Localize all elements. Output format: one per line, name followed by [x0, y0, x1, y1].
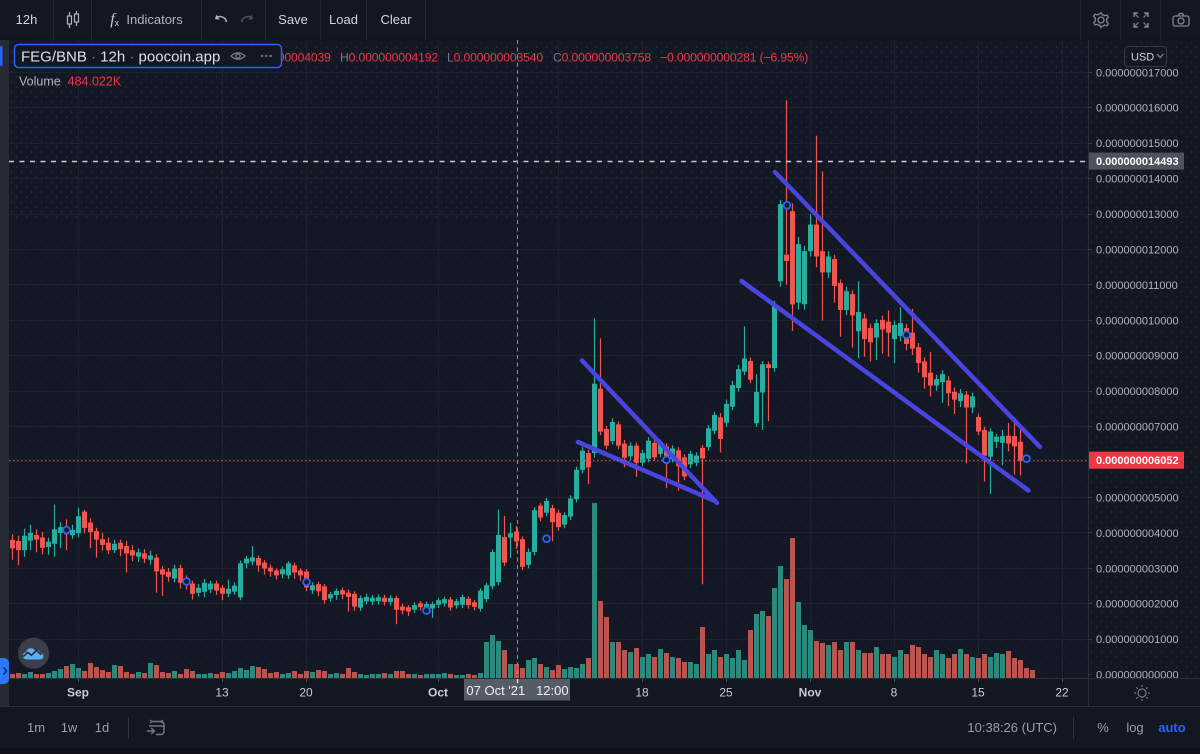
svg-text:20: 20 — [299, 686, 313, 700]
svg-text:Oct: Oct — [428, 686, 448, 700]
svg-text:H0.000000004192: H0.000000004192 — [340, 51, 438, 65]
svg-text:18: 18 — [635, 686, 649, 700]
svg-text:Nov: Nov — [799, 686, 822, 700]
svg-text:15: 15 — [971, 686, 985, 700]
svg-text:0.000000013000: 0.000000013000 — [1096, 209, 1179, 221]
svg-text:0.000000014493: 0.000000014493 — [1096, 156, 1179, 168]
svg-text:0.000000012000: 0.000000012000 — [1096, 244, 1179, 256]
svg-text:Volume 484.022K: Volume 484.022K — [19, 75, 122, 89]
svg-text:0.000000011000: 0.000000011000 — [1096, 280, 1178, 292]
svg-text:0.000000000000: 0.000000000000 — [1096, 670, 1179, 682]
svg-text:0.000000017000: 0.000000017000 — [1096, 67, 1179, 79]
svg-text:0.000000006052: 0.000000006052 — [1096, 455, 1179, 467]
svg-text:0.000000004000: 0.000000004000 — [1096, 528, 1179, 540]
svg-text:0.000000016000: 0.000000016000 — [1096, 103, 1179, 115]
svg-text:L0.000000003540: L0.000000003540 — [447, 51, 543, 65]
svg-text:USD: USD — [1131, 52, 1154, 64]
svg-text:0.000000009000: 0.000000009000 — [1096, 351, 1179, 363]
svg-text:8: 8 — [891, 686, 898, 700]
svg-text:FEG/BNB · 12h · poocoin.app: FEG/BNB · 12h · poocoin.app — [21, 49, 220, 66]
svg-text:0.000000007000: 0.000000007000 — [1096, 422, 1179, 434]
svg-text:22: 22 — [1055, 686, 1069, 700]
svg-text:0.000000014000: 0.000000014000 — [1096, 174, 1179, 186]
svg-text:13: 13 — [215, 686, 229, 700]
svg-text:C0.000000003758: C0.000000003758 — [553, 51, 651, 65]
svg-text:0.000000005000: 0.000000005000 — [1096, 492, 1179, 504]
svg-text:0.000000001000: 0.000000001000 — [1096, 634, 1179, 646]
svg-text:−0.000000000281 (−6.95%): −0.000000000281 (−6.95%) — [660, 51, 808, 65]
svg-text:0.000000008000: 0.000000008000 — [1096, 386, 1179, 398]
svg-text:0.000000003000: 0.000000003000 — [1096, 563, 1179, 575]
svg-text:07 Oct '21 12:00: 07 Oct '21 12:00 — [466, 683, 568, 698]
svg-text:0.000000002000: 0.000000002000 — [1096, 599, 1179, 611]
svg-text:Sep: Sep — [67, 686, 89, 700]
svg-text:0.000000010000: 0.000000010000 — [1096, 315, 1179, 327]
svg-text:25: 25 — [719, 686, 733, 700]
svg-text:0.000000015000: 0.000000015000 — [1096, 138, 1179, 150]
